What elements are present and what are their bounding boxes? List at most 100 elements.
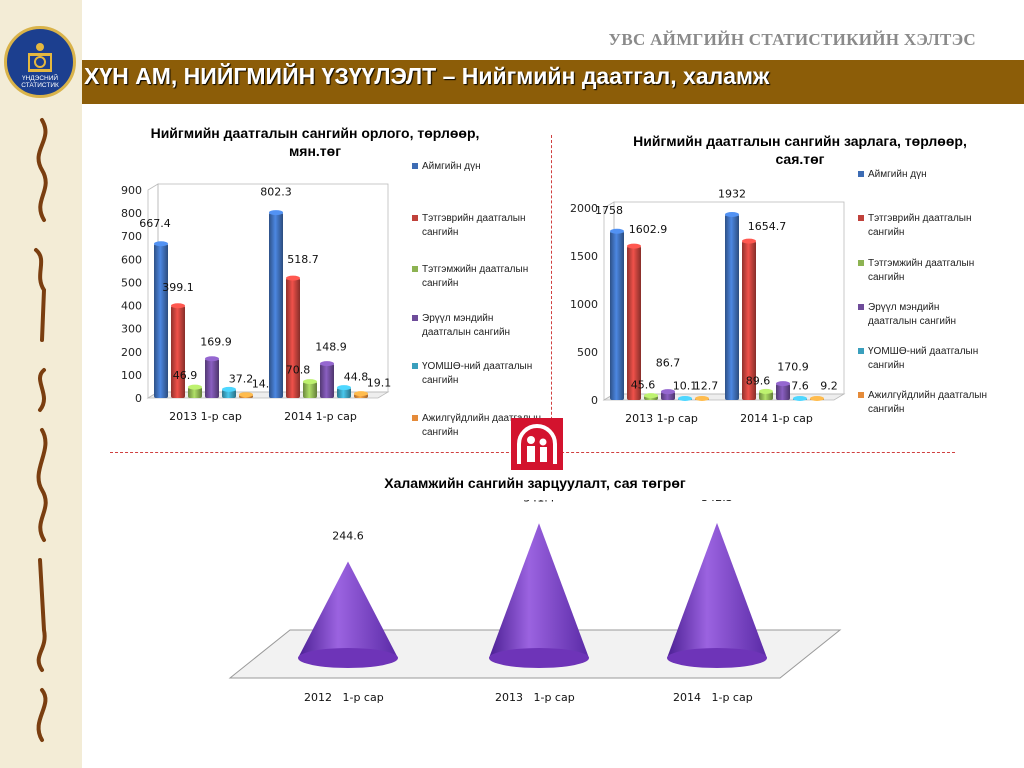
- data-label: 342.3: [701, 500, 733, 504]
- x-category-label: 2012 1-р сар: [304, 691, 384, 704]
- data-label: 341.4: [523, 500, 555, 504]
- bar: [239, 392, 253, 398]
- legend-swatch: [858, 215, 864, 221]
- bar: [678, 396, 692, 401]
- logo-text-line2: СТАТИСТИК: [21, 82, 59, 89]
- data-label: 37.2: [229, 372, 254, 385]
- bar: [222, 386, 236, 398]
- logo-text: ҮНДЭСНИЙ СТАТИСТИК: [7, 75, 73, 89]
- legend-label: Эрүүл мэндийн даатгалын сангийн: [868, 302, 957, 327]
- chart1-title: Нийгмийн даатгалын сангийн орлого, төрлө…: [150, 125, 480, 159]
- bar: [303, 379, 317, 398]
- family-icon: [517, 424, 557, 464]
- vertical-divider: [551, 135, 552, 450]
- x-category-label: 2013 1-р сар: [625, 412, 698, 425]
- y-tick-label: 300: [121, 323, 142, 336]
- bar: [776, 381, 790, 400]
- x-category-label: 2013 1-р сар: [169, 410, 242, 423]
- data-label: 70.8: [286, 364, 311, 377]
- legend-label: ҮОМШӨ-ний даатгалын сангийн: [868, 346, 979, 371]
- data-label: 148.9: [315, 341, 347, 354]
- chart1-plot: 0 100 200 300 400 500 600 700 800 900 667.4 399.1 46…: [121, 183, 392, 423]
- bar: [154, 241, 168, 398]
- bar: [759, 388, 773, 400]
- data-label: 1602.9: [629, 223, 668, 236]
- y-tick-label: 2000: [570, 202, 598, 215]
- data-label: 7.6: [791, 380, 809, 393]
- y-tick-label: 600: [121, 253, 142, 266]
- y-tick-label: 400: [121, 300, 142, 313]
- bar: [661, 389, 675, 400]
- legend-swatch: [858, 392, 864, 398]
- bar: [286, 275, 300, 398]
- data-label: 802.3: [260, 186, 292, 199]
- mongolian-script-decoration: [34, 118, 48, 742]
- legend-label: Аймгийн дүн: [422, 161, 481, 172]
- data-label: 12.7: [694, 380, 719, 393]
- y-tick-label: 100: [121, 369, 142, 382]
- data-label: 399.1: [162, 281, 194, 294]
- bar: [320, 361, 334, 398]
- legend-label: Тэтгэмжийн даатгалын сангийн: [868, 258, 975, 283]
- cone-bar: [298, 561, 398, 668]
- bar: [610, 228, 624, 400]
- legend-label: Аймгийн дүн: [868, 169, 927, 180]
- x-category-label: 2013 1-р сар: [495, 691, 575, 704]
- legend-swatch: [858, 304, 864, 310]
- cone-bar: [667, 522, 767, 668]
- legend-label: Ажилгүйдлийн даатгалын сангийн: [868, 390, 988, 415]
- soyombo-icon: [28, 43, 52, 72]
- chart3-plot: 244.6 2012 1-р сар 341.4 2013 1-р сар 342.3 2…: [228, 500, 842, 704]
- legend-swatch: [858, 260, 864, 266]
- legend-label: Тэтгэмжийн даатгалын сангийн: [422, 264, 529, 289]
- y-tick-label: 700: [121, 230, 142, 243]
- legend-swatch: [858, 171, 864, 177]
- data-label: 1654.7: [748, 220, 787, 233]
- page-title: ХҮН АМ, НИЙГМИЙН ҮЗҮҮЛЭЛТ – Нийгмийн даа…: [84, 63, 770, 89]
- legend-swatch: [412, 315, 418, 321]
- data-label: 45.6: [631, 379, 656, 392]
- y-tick-label: 500: [577, 346, 598, 359]
- data-label: 9.2: [820, 380, 838, 393]
- data-label: 44.8: [344, 371, 369, 384]
- y-tick-label: 200: [121, 346, 142, 359]
- bar: [205, 356, 219, 398]
- bar: [725, 212, 739, 400]
- bar: [188, 384, 202, 398]
- data-label: 10.1: [673, 380, 698, 393]
- legend-label: Эрүүл мэндийн даатгалын сангийн: [422, 313, 511, 338]
- legend-label: Ажилгүйдлийн даатгалын сангийн: [422, 413, 542, 438]
- chart2-legend: Аймгийн дүн Тэтгэврийн даатгалын сангийн Т…: [858, 168, 993, 428]
- organization-name: УВС АЙМГИЙН СТАТИСТИКИЙН ХЭЛТЭС: [608, 30, 976, 49]
- legend-swatch: [412, 415, 418, 421]
- legend-swatch: [412, 266, 418, 272]
- legend-swatch: [412, 215, 418, 221]
- bar: [810, 396, 824, 401]
- data-label: 19.1: [367, 377, 392, 390]
- title-banner: [82, 60, 1024, 104]
- data-label: 170.9: [777, 361, 809, 374]
- logo-text-line1: ҮНДЭСНИЙ: [21, 75, 59, 82]
- welfare-badge: [511, 418, 563, 470]
- bar: [695, 396, 709, 401]
- chart2-title: Нийгмийн даатгалын сангийн зарлага, төрл…: [633, 133, 967, 167]
- data-label: 244.6: [332, 529, 364, 542]
- data-label: 169.9: [200, 336, 232, 349]
- data-label: 46.9: [173, 369, 198, 382]
- legend-label: Тэтгэврийн даатгалын сангийн: [868, 213, 972, 238]
- bar: [644, 393, 658, 400]
- cone-bar: [489, 523, 589, 668]
- data-label: 667.4: [139, 217, 171, 230]
- legend-label: ҮОМШӨ-ний даатгалын сангийн: [422, 361, 533, 386]
- chart1-legend: Аймгийн дүн Тэтгэврийн даатгалын сангийн Т…: [412, 160, 547, 440]
- x-category-label: 2014 1-р сар: [740, 412, 813, 425]
- data-label: 86.7: [656, 357, 681, 370]
- y-tick-label: 0: [135, 392, 142, 405]
- legend-swatch: [412, 363, 418, 369]
- statistics-logo: ҮНДЭСНИЙ СТАТИСТИК: [4, 26, 76, 98]
- data-label: 1932: [718, 188, 746, 201]
- bar: [171, 303, 185, 398]
- legend-label: Тэтгэврийн даатгалын сангийн: [422, 213, 526, 238]
- bar: [627, 243, 641, 400]
